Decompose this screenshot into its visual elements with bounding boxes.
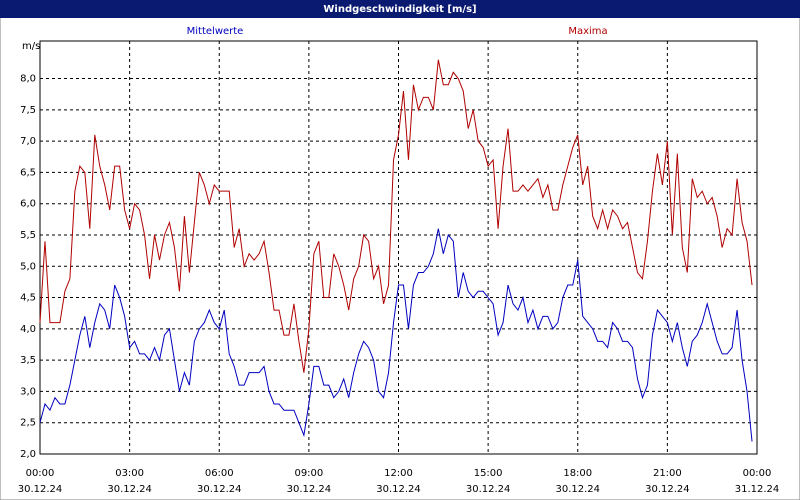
x-tick-date: 30.12.24 bbox=[107, 484, 152, 495]
y-tick-label: 2,0 bbox=[20, 449, 36, 460]
y-tick-label: 3,0 bbox=[20, 386, 36, 397]
x-tick-label: 15:00 bbox=[474, 468, 503, 479]
chart-title: Windgeschwindigkeit [m/s] bbox=[323, 4, 476, 15]
title-bar bbox=[0, 0, 800, 18]
x-tick-label: 00:00 bbox=[26, 468, 55, 479]
series-line bbox=[39, 228, 753, 442]
y-tick-label: 5,0 bbox=[20, 261, 36, 272]
legend-entry: Mittelwerte bbox=[187, 26, 244, 37]
x-tick-label: 21:00 bbox=[653, 468, 682, 479]
x-tick-label: 00:00 bbox=[743, 468, 772, 479]
legend-entry: Maxima bbox=[568, 26, 607, 37]
y-unit: m/s bbox=[22, 41, 40, 52]
y-tick-label: 7,5 bbox=[20, 105, 36, 116]
x-tick-date: 31.12.24 bbox=[735, 484, 780, 495]
series-line bbox=[39, 59, 753, 373]
x-tick-date: 30.12.24 bbox=[197, 484, 242, 495]
x-tick-label: 12:00 bbox=[384, 468, 413, 479]
y-tick-label: 4,0 bbox=[20, 324, 36, 335]
x-tick-label: 18:00 bbox=[563, 468, 592, 479]
y-tick-label: 3,5 bbox=[20, 355, 36, 366]
x-tick-label: 06:00 bbox=[205, 468, 234, 479]
y-tick-label: 2,5 bbox=[20, 418, 36, 429]
x-tick-date: 30.12.24 bbox=[18, 484, 63, 495]
y-tick-label: 8,0 bbox=[20, 74, 36, 85]
x-tick-date: 30.12.24 bbox=[645, 484, 690, 495]
x-tick-date: 30.12.24 bbox=[287, 484, 332, 495]
y-tick-label: 7,0 bbox=[20, 136, 36, 147]
x-tick-label: 03:00 bbox=[115, 468, 144, 479]
y-tick-label: 4,5 bbox=[20, 293, 36, 304]
y-tick-label: 6,5 bbox=[20, 167, 36, 178]
x-tick-date: 30.12.24 bbox=[376, 484, 421, 495]
y-tick-label: 5,5 bbox=[20, 230, 36, 241]
y-tick-label: 6,0 bbox=[20, 199, 36, 210]
x-tick-date: 30.12.24 bbox=[555, 484, 600, 495]
x-tick-date: 30.12.24 bbox=[466, 484, 511, 495]
x-tick-label: 09:00 bbox=[294, 468, 323, 479]
